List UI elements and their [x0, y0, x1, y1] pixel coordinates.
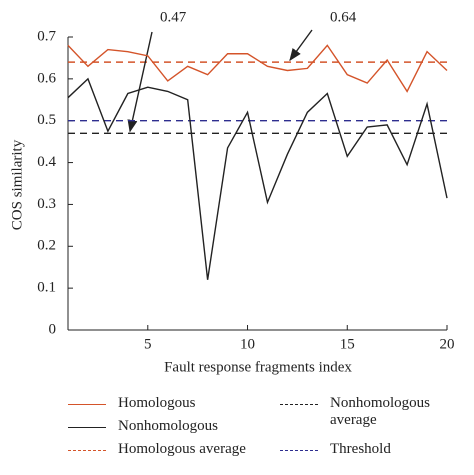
annotation: 0.64	[330, 9, 357, 25]
y-tick-label: 0.6	[37, 70, 56, 86]
legend-label: Nonhomologous	[118, 418, 219, 434]
legend-swatch	[280, 404, 318, 405]
y-tick-label: 0.5	[37, 112, 56, 128]
y-tick-label: 0.2	[37, 238, 56, 254]
chart: COS similarity Fault response fragments …	[9, 9, 455, 375]
annotation: 0.47	[160, 9, 187, 25]
legend-label: Nonhomologous average	[330, 395, 431, 428]
y-tick-label: 0.4	[37, 154, 56, 170]
legend-label: Homologous average	[118, 441, 246, 457]
x-tick-label: 20	[440, 336, 455, 352]
x-tick-label: 10	[240, 336, 255, 352]
series-line	[67, 77, 448, 280]
x-tick-label: 15	[340, 336, 355, 352]
annotation-arrow	[289, 29, 313, 62]
legend-item: Homologous average	[68, 441, 246, 458]
legend-item: Homologous	[68, 395, 196, 412]
y-tick-label: 0.1	[37, 280, 56, 296]
legend-swatch	[68, 427, 106, 428]
annotation-arrow	[127, 31, 153, 133]
x-tick-label: 5	[144, 336, 152, 352]
legend-label: Homologous	[118, 395, 196, 411]
x-axis-label: Fault response fragments index	[164, 359, 352, 375]
legend-item: Nonhomologous	[68, 418, 218, 435]
legend-swatch	[280, 450, 318, 451]
legend-swatch	[68, 450, 106, 451]
legend-item: Threshold	[280, 441, 460, 458]
y-tick-label: 0.3	[37, 196, 56, 212]
series-line	[67, 44, 448, 93]
y-axis-label: COS similarity	[9, 139, 25, 230]
y-tick-label: 0.7	[37, 28, 56, 44]
y-tick-label: 0	[49, 321, 57, 337]
legend-label: Threshold	[330, 441, 391, 457]
legend-item: Nonhomologous average	[280, 395, 460, 429]
legend-swatch	[68, 404, 106, 405]
